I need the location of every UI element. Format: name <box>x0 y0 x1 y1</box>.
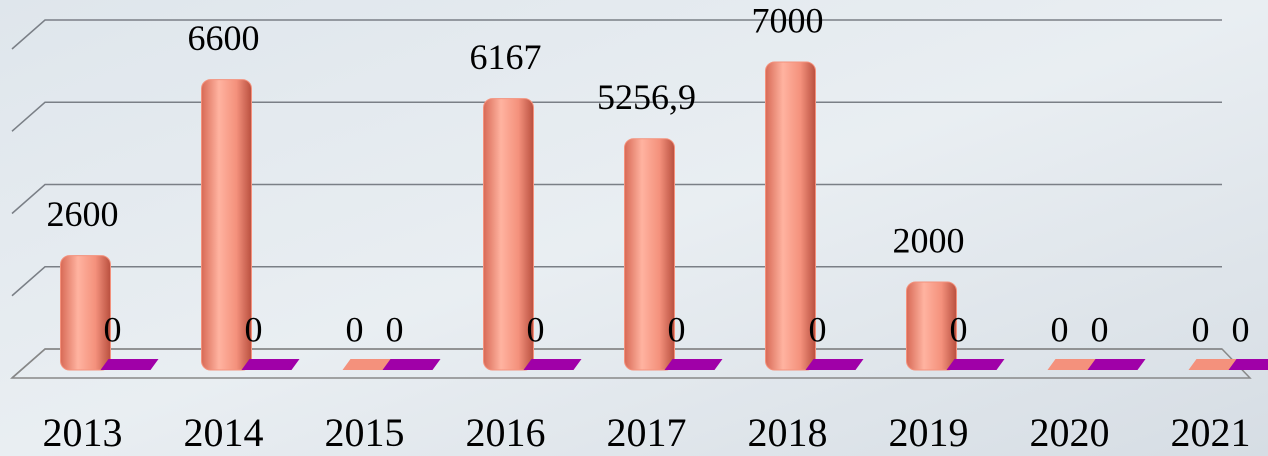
value-label: 0 <box>1192 309 1210 349</box>
value-label: 7000 <box>752 0 824 40</box>
bar <box>947 359 1005 370</box>
bar <box>806 359 864 370</box>
page: {"chart_data": {"type": "bar3d", "catego… <box>0 0 1268 456</box>
value-label: 0 <box>104 309 122 349</box>
value-label: 0 <box>809 309 827 349</box>
value-label: 0 <box>527 309 545 349</box>
x-tick-label: 2017 <box>607 410 687 455</box>
x-tick-label: 2016 <box>466 410 546 455</box>
bar <box>524 359 582 370</box>
bar <box>1088 359 1146 370</box>
x-tick-label: 2021 <box>1171 410 1251 455</box>
value-label: 0 <box>950 309 968 349</box>
value-label: 0 <box>386 309 404 349</box>
value-label: 5256,9 <box>597 77 696 117</box>
value-label: 0 <box>1091 309 1109 349</box>
x-tick-label: 2020 <box>1030 410 1110 455</box>
value-label: 2000 <box>893 220 965 260</box>
value-label: 0 <box>245 309 263 349</box>
value-label: 6167 <box>470 37 542 77</box>
value-label: 0 <box>1051 309 1069 349</box>
x-tick-label: 2015 <box>325 410 405 455</box>
x-tick-label: 2013 <box>43 410 123 455</box>
value-label: 0 <box>346 309 364 349</box>
chart: 2013260002014660002015002016616702017525… <box>0 0 1268 456</box>
x-tick-label: 2018 <box>748 410 828 455</box>
x-tick-label: 2019 <box>889 410 969 455</box>
x-tick-label: 2014 <box>184 410 264 455</box>
value-label: 6600 <box>188 18 260 58</box>
value-label: 0 <box>1232 309 1250 349</box>
bar <box>242 359 300 370</box>
value-label: 0 <box>668 309 686 349</box>
bar <box>101 359 159 370</box>
bar <box>665 359 723 370</box>
value-label: 2600 <box>47 194 119 234</box>
bar <box>383 359 441 370</box>
